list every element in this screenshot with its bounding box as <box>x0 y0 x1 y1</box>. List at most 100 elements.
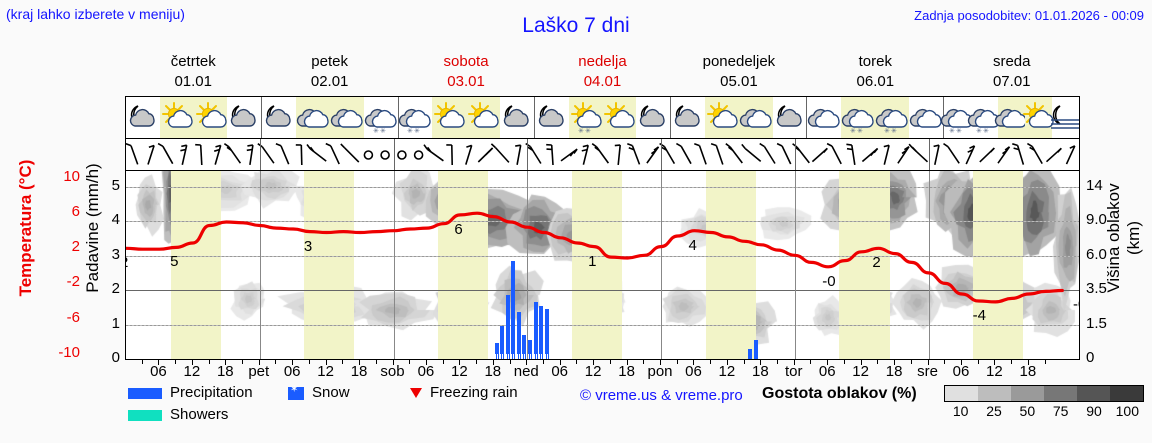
weather-icon-cell <box>602 97 637 138</box>
svg-text:✳: ✳ <box>414 127 420 135</box>
day-divider <box>527 171 528 359</box>
x-minor-tick <box>142 360 143 364</box>
day-header-4: ponedeljek 05.01 <box>671 52 807 94</box>
x-minor-tick <box>209 360 210 364</box>
cloud-density-tick-label: 10 <box>952 403 969 419</box>
x-minor-tick <box>175 360 176 364</box>
page-title: Laško 7 dni <box>522 14 630 37</box>
icon-day-6: ✳ ✳ ✳ ✳ <box>941 97 1080 138</box>
precipitation-swatch <box>128 387 162 399</box>
svg-text:✳: ✳ <box>884 127 890 135</box>
cloud-height-tick-label: 6.0 <box>1086 245 1107 263</box>
x-minor-tick <box>342 360 343 364</box>
temperature-tick-label: 10 <box>63 168 80 186</box>
weather-icon-cell: ✳ ✳ <box>941 97 973 138</box>
precipitation-tick-label: 0 <box>111 349 120 366</box>
x-tick <box>493 360 494 365</box>
x-minor-tick <box>309 360 310 364</box>
precipitation-bar <box>500 326 505 359</box>
day-name: nedelja <box>578 53 627 70</box>
precipitation-bar <box>516 312 521 359</box>
temperature-curve-svg <box>126 211 1064 304</box>
icon-day-0 <box>126 97 261 138</box>
x-tick-label: 06 <box>818 363 836 380</box>
legend-showers: Showers <box>128 406 228 423</box>
moon-fog-icon <box>1048 102 1082 134</box>
icon-day-4 <box>670 97 806 138</box>
x-tick-label: 18 <box>618 363 635 380</box>
precipitation-bar <box>533 302 538 359</box>
x-tick <box>627 360 628 365</box>
cloud-height-tick-label: 0 <box>1086 349 1095 366</box>
precipitation-bar <box>528 340 533 359</box>
day-header-5: torek 06.01 <box>807 52 943 94</box>
x-tick-label: 06 <box>952 363 970 380</box>
cloud-density-tick-label: 75 <box>1052 403 1069 419</box>
cloud-snow-icon: ✳ ✳ <box>875 102 909 135</box>
cloud-height-tick-label: 14 <box>1086 176 1103 194</box>
moon-cloud-icon <box>671 102 705 134</box>
day-header-3: nedelja 04.01 <box>534 52 670 94</box>
temperature-axis-title: Temperatura (°C) <box>16 159 35 297</box>
daylight-band <box>839 171 890 359</box>
precipitation-bar <box>748 348 753 359</box>
h-gridline <box>126 187 1079 188</box>
weather-icon-cell <box>432 97 467 138</box>
x-tick <box>660 360 661 365</box>
legend: Precipitation Showers Snow Freezing rain… <box>128 384 1152 442</box>
day-divider <box>929 171 930 359</box>
svg-text:✳: ✳ <box>850 127 856 135</box>
day-date: 03.01 <box>447 73 485 90</box>
sun-cloud-icon <box>466 101 500 134</box>
day-header: četrtek 01.01 petek 02.01 sobota 03.01 nedelja… <box>125 52 1080 94</box>
x-tick <box>994 360 995 365</box>
x-tick <box>794 360 795 365</box>
temperature-value-label: -0 <box>1073 296 1079 314</box>
day-date: 06.01 <box>856 73 895 90</box>
precipitation-bar <box>753 340 758 359</box>
x-minor-tick <box>677 360 678 364</box>
x-tick-label: 12 <box>183 363 201 380</box>
wind-day-divider <box>795 139 796 170</box>
icon-day-1: ✳ ✳ <box>261 97 397 138</box>
precipitation-tick-label: 2 <box>111 280 120 297</box>
weather-icon-cell <box>1051 97 1080 138</box>
x-tick <box>961 360 962 365</box>
x-tick <box>326 360 327 365</box>
wind-barb-strip <box>125 138 1080 170</box>
sun-cloud-icon <box>705 101 739 134</box>
x-tick-label: 06 <box>551 363 569 380</box>
day-divider <box>661 171 662 359</box>
cloud-density-swatch-5 <box>1110 386 1143 401</box>
day-header-0: četrtek 01.01 <box>125 52 261 94</box>
weather-icon-cell <box>262 97 296 138</box>
x-tick <box>393 360 394 365</box>
copyright-text[interactable]: © vreme.us & vreme.pro <box>580 387 743 404</box>
legend-snow-label: Snow <box>312 384 350 401</box>
x-tick-label: sob <box>380 363 405 380</box>
legend-freezing-rain-label: Freezing rain <box>430 384 518 401</box>
weather-icon-cell: ✳ ✳ <box>968 97 1000 138</box>
x-minor-tick <box>409 360 410 364</box>
temperature-value-label: 1 <box>588 252 597 270</box>
wind-day-divider <box>260 139 261 170</box>
moon-cloud-icon <box>262 102 296 134</box>
x-minor-tick <box>610 360 611 364</box>
x-minor-tick <box>576 360 577 364</box>
cloud-icon <box>807 102 841 134</box>
x-tick <box>760 360 761 365</box>
icon-day-3: ✳ ✳ <box>533 97 670 138</box>
x-minor-tick <box>710 360 711 364</box>
x-minor-tick <box>510 360 511 364</box>
cloud-snow-icon: ✳ ✳ <box>398 102 432 135</box>
day-name: torek <box>858 53 892 70</box>
cloud-density-scale-labels: 10 25 50 75 90 100 <box>934 403 1152 421</box>
x-tick <box>526 360 527 365</box>
x-tick <box>894 360 895 365</box>
temperature-value-label: 6 <box>454 220 463 238</box>
svg-text:✳: ✳ <box>373 127 379 135</box>
day-date: 07.01 <box>992 73 1031 90</box>
forecast-plot: 253614-02-4-0-3-1-5-2-6 <box>125 170 1080 360</box>
cloud-icon <box>994 102 1028 134</box>
cloud-density-scale <box>944 385 1144 402</box>
